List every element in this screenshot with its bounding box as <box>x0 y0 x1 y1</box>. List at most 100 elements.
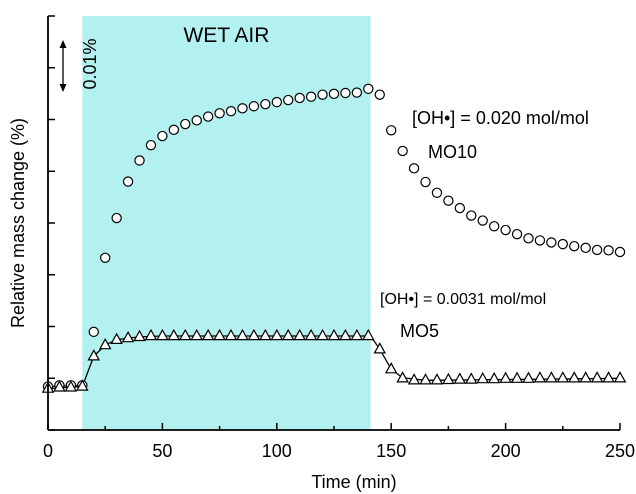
wet-air-label: WET AIR <box>183 24 269 47</box>
x-tick-label-150: 150 <box>376 441 406 461</box>
point-mo10-50 <box>614 246 626 258</box>
point-mo5-1 <box>53 380 66 392</box>
point-mo10-24 <box>317 89 328 100</box>
point-mo5-9 <box>144 328 158 341</box>
point-mo5-48 <box>590 371 604 383</box>
point-mo5-37 <box>464 372 478 384</box>
point-mo10-12 <box>180 118 191 130</box>
point-mo10-41 <box>511 228 523 240</box>
point-mo5-6 <box>110 332 123 344</box>
point-mo5-10 <box>156 328 169 341</box>
point-mo10-45 <box>557 238 569 250</box>
point-mo10-21 <box>283 94 294 106</box>
point-mo10-11 <box>168 124 180 136</box>
point-mo5-20 <box>270 328 284 341</box>
point-mo5-46 <box>567 371 581 383</box>
fit-line-mo10-fit <box>47 384 83 388</box>
x-tick-label-0: 0 <box>43 441 53 461</box>
point-mo10-20 <box>271 96 282 108</box>
point-mo10-43 <box>534 235 546 246</box>
point-mo10-17 <box>237 103 248 114</box>
point-mo5-2 <box>64 380 78 392</box>
point-mo5-43 <box>533 371 547 383</box>
point-mo10-8 <box>134 155 145 166</box>
point-mo10-22 <box>294 92 305 104</box>
x-tick-label-200: 200 <box>491 441 521 461</box>
point-mo10-44 <box>546 237 557 248</box>
point-mo10-5 <box>99 252 111 263</box>
point-mo5-41 <box>510 371 524 383</box>
point-mo10-25 <box>328 88 340 100</box>
annotation-mo5-name: MO5 <box>400 321 439 341</box>
point-mo10-15 <box>214 108 225 119</box>
shaded-region-layer <box>82 16 371 430</box>
scale-bar-arrow-up <box>59 40 67 48</box>
point-mo10-34 <box>431 187 443 198</box>
point-mo10-19 <box>260 98 271 110</box>
annotation-mo10-name: MO10 <box>428 142 477 162</box>
point-mo5-3 <box>76 379 89 391</box>
point-mo5-29 <box>373 342 387 354</box>
point-mo10-37 <box>466 210 477 221</box>
point-mo5-7 <box>121 330 135 343</box>
point-mo5-30 <box>384 362 398 374</box>
point-mo10-31 <box>397 145 408 157</box>
point-mo10-14 <box>202 111 214 122</box>
point-mo5-40 <box>499 371 512 383</box>
point-mo5-38 <box>476 371 490 384</box>
point-mo5-32 <box>407 373 421 385</box>
point-mo10-6 <box>111 212 122 224</box>
point-mo5-35 <box>442 372 455 385</box>
point-mo5-44 <box>545 371 558 383</box>
point-mo10-29 <box>374 89 385 100</box>
point-mo5-49 <box>602 371 615 383</box>
point-mo5-27 <box>350 328 364 341</box>
point-mo10-46 <box>569 240 580 252</box>
point-mo10-49 <box>603 245 614 256</box>
x-tick-label-100: 100 <box>262 441 292 461</box>
point-mo10-10 <box>157 130 168 142</box>
point-mo5-21 <box>281 328 295 341</box>
point-mo10-30 <box>386 125 397 136</box>
scale-bar-label: 0.01% <box>80 38 100 89</box>
point-mo10-48 <box>591 244 603 256</box>
point-mo5-8 <box>133 329 146 342</box>
point-mo10-27 <box>351 87 363 98</box>
point-mo5-26 <box>339 328 352 341</box>
point-mo10-16 <box>225 106 237 117</box>
point-mo5-12 <box>178 328 192 341</box>
point-mo5-17 <box>236 328 249 341</box>
point-mo5-45 <box>556 371 570 383</box>
point-mo5-39 <box>487 371 501 384</box>
point-mo5-36 <box>453 372 467 384</box>
point-mo5-34 <box>430 373 444 385</box>
point-mo5-25 <box>327 328 341 341</box>
point-mo10-33 <box>420 176 431 188</box>
point-mo10-28 <box>363 83 374 95</box>
point-mo10-47 <box>580 242 591 254</box>
point-mo5-18 <box>247 328 261 341</box>
point-mo10-13 <box>191 115 202 126</box>
point-mo10-23 <box>305 91 317 102</box>
scale-bar-arrow-down <box>59 84 67 92</box>
x-tick-label-250: 250 <box>605 441 635 461</box>
wet-air-region <box>82 16 371 430</box>
point-mo5-16 <box>224 328 238 341</box>
point-mo5-31 <box>396 371 409 383</box>
data-points-layer <box>41 83 627 393</box>
point-mo5-13 <box>190 328 204 341</box>
point-mo10-9 <box>145 139 157 151</box>
point-mo10-38 <box>477 215 488 226</box>
point-mo5-33 <box>419 373 432 385</box>
point-mo5-28 <box>362 328 375 341</box>
x-tick-label-50: 50 <box>152 441 172 461</box>
point-mo10-7 <box>122 176 134 187</box>
y-axis-title: Relative mass change (%) <box>8 118 28 328</box>
text-layer: WET AIR 0 50 100 150 200 250 Time (min) Relative… <box>8 24 635 492</box>
point-mo5-19 <box>259 328 272 341</box>
point-mo5-11 <box>167 328 181 341</box>
point-mo5-14 <box>201 328 215 341</box>
point-mo10-26 <box>340 87 351 99</box>
